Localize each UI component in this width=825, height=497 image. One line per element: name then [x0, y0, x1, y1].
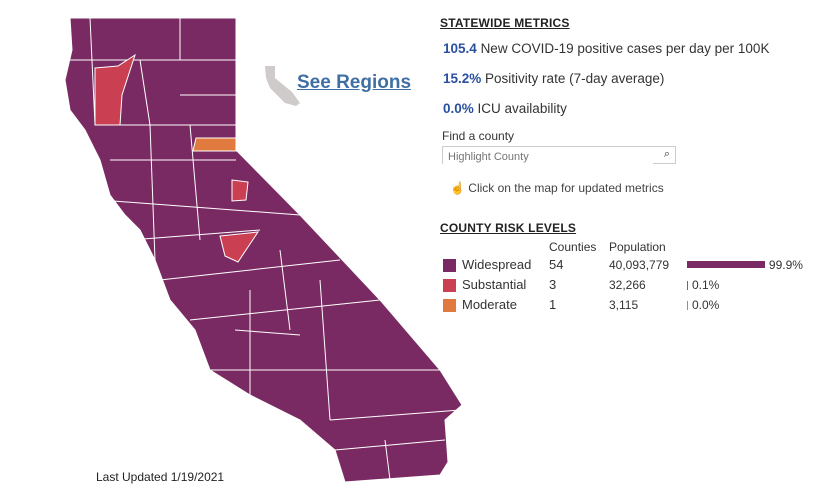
risk-percent: 99.9%	[768, 258, 803, 272]
risk-swatch	[443, 299, 456, 312]
see-regions-link[interactable]: See Regions	[297, 72, 412, 93]
risk-swatch	[443, 279, 456, 292]
map-hint: ☝ Click on the map for updated metrics	[450, 181, 664, 195]
county-borders	[70, 17, 461, 481]
risk-share-bar	[687, 301, 688, 310]
risk-label: Moderate	[462, 297, 517, 312]
risk-counties: 1	[549, 297, 557, 312]
statewide-metrics-title: STATEWIDE METRICS	[440, 16, 570, 30]
risk-label: Substantial	[462, 277, 527, 292]
risk-label: Widespread	[462, 257, 532, 272]
metric-icu: 0.0% ICU availability	[443, 101, 567, 116]
risk-percent: 0.1%	[692, 278, 720, 292]
california-silhouette-icon[interactable]	[265, 66, 300, 106]
risk-counties: 54	[549, 257, 564, 272]
risk-swatch	[443, 259, 456, 272]
last-updated: Last Updated 1/19/2021	[96, 470, 225, 484]
search-icon[interactable]: ⌕	[663, 148, 670, 160]
metric-positivity: 15.2% Positivity rate (7-day average)	[443, 71, 665, 86]
col-population: Population	[609, 240, 666, 254]
county-substantial-north[interactable]	[94, 53, 136, 126]
find-county-label: Find a county	[442, 129, 515, 143]
county-search-input[interactable]	[443, 149, 653, 165]
risk-counties: 3	[549, 277, 557, 292]
risk-population: 3,115	[609, 298, 639, 312]
metric-cases: 105.4 New COVID-19 positive cases per da…	[443, 41, 770, 56]
risk-percent: 0.0%	[692, 298, 720, 312]
risk-population: 40,093,779	[609, 258, 670, 272]
pointer-hand-icon: ☝	[450, 181, 465, 195]
county-risk-title: COUNTY RISK LEVELS	[440, 221, 577, 235]
risk-population: 32,266	[609, 278, 646, 292]
county-moderate[interactable]	[192, 137, 237, 152]
risk-share-bar	[687, 281, 688, 290]
county-substantial-east[interactable]	[231, 179, 249, 202]
risk-share-bar	[687, 261, 765, 268]
california-county-map[interactable]	[0, 0, 470, 497]
county-search[interactable]: ⌕	[442, 146, 676, 165]
col-counties: Counties	[549, 240, 597, 254]
county-substantial-central[interactable]	[219, 231, 260, 263]
